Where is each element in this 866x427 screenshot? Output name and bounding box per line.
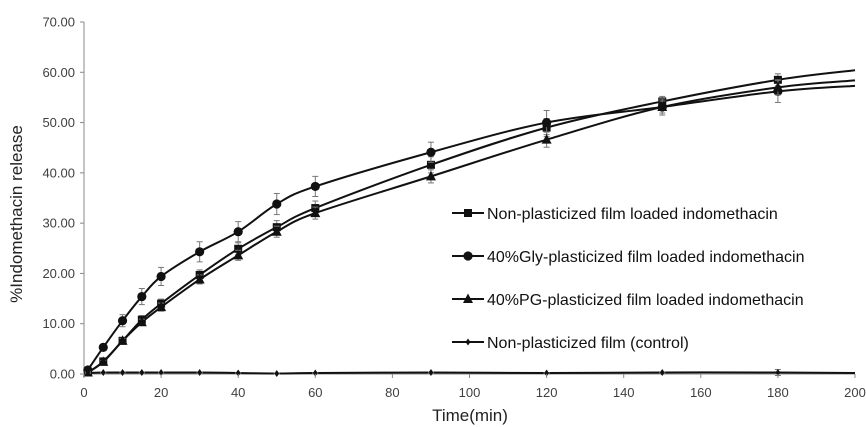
data-point-circle [137,291,147,302]
plot-area [82,22,856,377]
x-tick-label: 160 [690,385,712,400]
data-point-circle [195,247,205,257]
series-triangle [82,79,856,377]
data-point-triangle [271,226,282,236]
data-point-square [426,160,435,169]
x-axis-title: Time(min) [432,406,508,425]
data-point-triangle [117,335,128,345]
data-point-diamond [197,368,203,376]
data-point-diamond [158,368,164,376]
legend-item-triangle: 40%PG-plasticized film loaded indomethac… [452,292,804,309]
x-tick-label: 120 [536,385,558,400]
data-point-circle [156,271,166,282]
legend-label: 40%PG-plasticized film loaded indomethac… [487,292,804,309]
legend-item-square: Non-plasticized film loaded indomethacin [452,206,778,223]
data-point-square [464,209,472,217]
data-point-diamond [775,368,781,376]
data-point-diamond [139,368,145,376]
data-point-triangle [194,273,205,284]
data-point-triangle [156,301,167,312]
data-point-diamond [428,368,434,376]
legend: Non-plasticized film loaded indomethacin… [452,206,805,352]
x-tick-label: 100 [459,385,481,400]
y-tick-label: 50.00 [42,115,75,130]
legend-item-circle: 40%Gly-plasticized film loaded indometha… [452,249,805,266]
data-point-circle [463,251,473,261]
data-point-triangle [136,316,147,327]
data-point-triangle [98,356,109,366]
legend-label: Non-plasticized film (control) [487,335,689,352]
legend-label: 40%Gly-plasticized film loaded indometha… [487,249,805,266]
series-line [87,79,856,374]
data-point-diamond [465,338,471,346]
data-point-triangle [310,207,321,218]
data-point-circle [272,199,282,209]
data-point-circle [233,227,243,237]
x-tick-label: 20 [154,385,168,400]
y-axis-title: %Indomethacin release [7,125,26,303]
data-point-diamond [85,369,91,377]
data-point-diamond [120,368,125,376]
x-tick-label: 200 [844,385,866,400]
data-point-triangle [425,170,436,181]
legend-label: Non-plasticized film loaded indomethacin [487,206,778,223]
data-point-triangle [772,81,783,92]
data-point-triangle [541,134,552,144]
series-line [87,371,856,375]
data-point-diamond [235,369,241,377]
data-point-diamond [544,369,550,377]
data-point-circle [117,316,128,326]
legend-item-diamond: Non-plasticized film (control) [452,335,689,352]
y-tick-label: 30.00 [42,216,75,231]
series-diamond [84,368,856,377]
y-tick-label: 10.00 [42,316,75,331]
x-tick-label: 180 [767,385,789,400]
series-square [83,69,856,377]
data-point-circle [426,147,436,157]
y-tick-label: 0.00 [50,367,75,382]
x-tick-label: 140 [613,385,635,400]
x-tick-label: 0 [80,385,87,400]
series-circle [83,79,856,375]
data-point-square [234,244,243,253]
data-point-triangle [657,101,668,111]
x-tick-label: 40 [231,385,245,400]
series-line [87,84,856,371]
y-tick-label: 60.00 [42,65,75,80]
data-point-circle [310,181,320,192]
y-tick-label: 70.00 [42,15,75,30]
y-axis-ticks: 0.00 10.00 20.00 30.00 40.00 50.00 60.00 70.00 [42,15,84,382]
data-point-diamond [312,369,318,377]
data-point-triangle [463,293,473,303]
data-point-diamond [274,369,280,377]
x-tick-label: 80 [385,385,399,400]
data-point-diamond [100,368,106,376]
y-tick-label: 40.00 [42,165,75,180]
x-tick-label: 60 [308,385,322,400]
data-point-circle [542,117,552,128]
data-point-circle [98,342,108,352]
data-point-diamond [659,368,665,376]
x-axis-ticks: 0 20 40 60 80 100 120 140 160 180 200 [80,374,866,400]
data-point-triangle [233,249,244,260]
y-tick-label: 20.00 [42,266,75,281]
